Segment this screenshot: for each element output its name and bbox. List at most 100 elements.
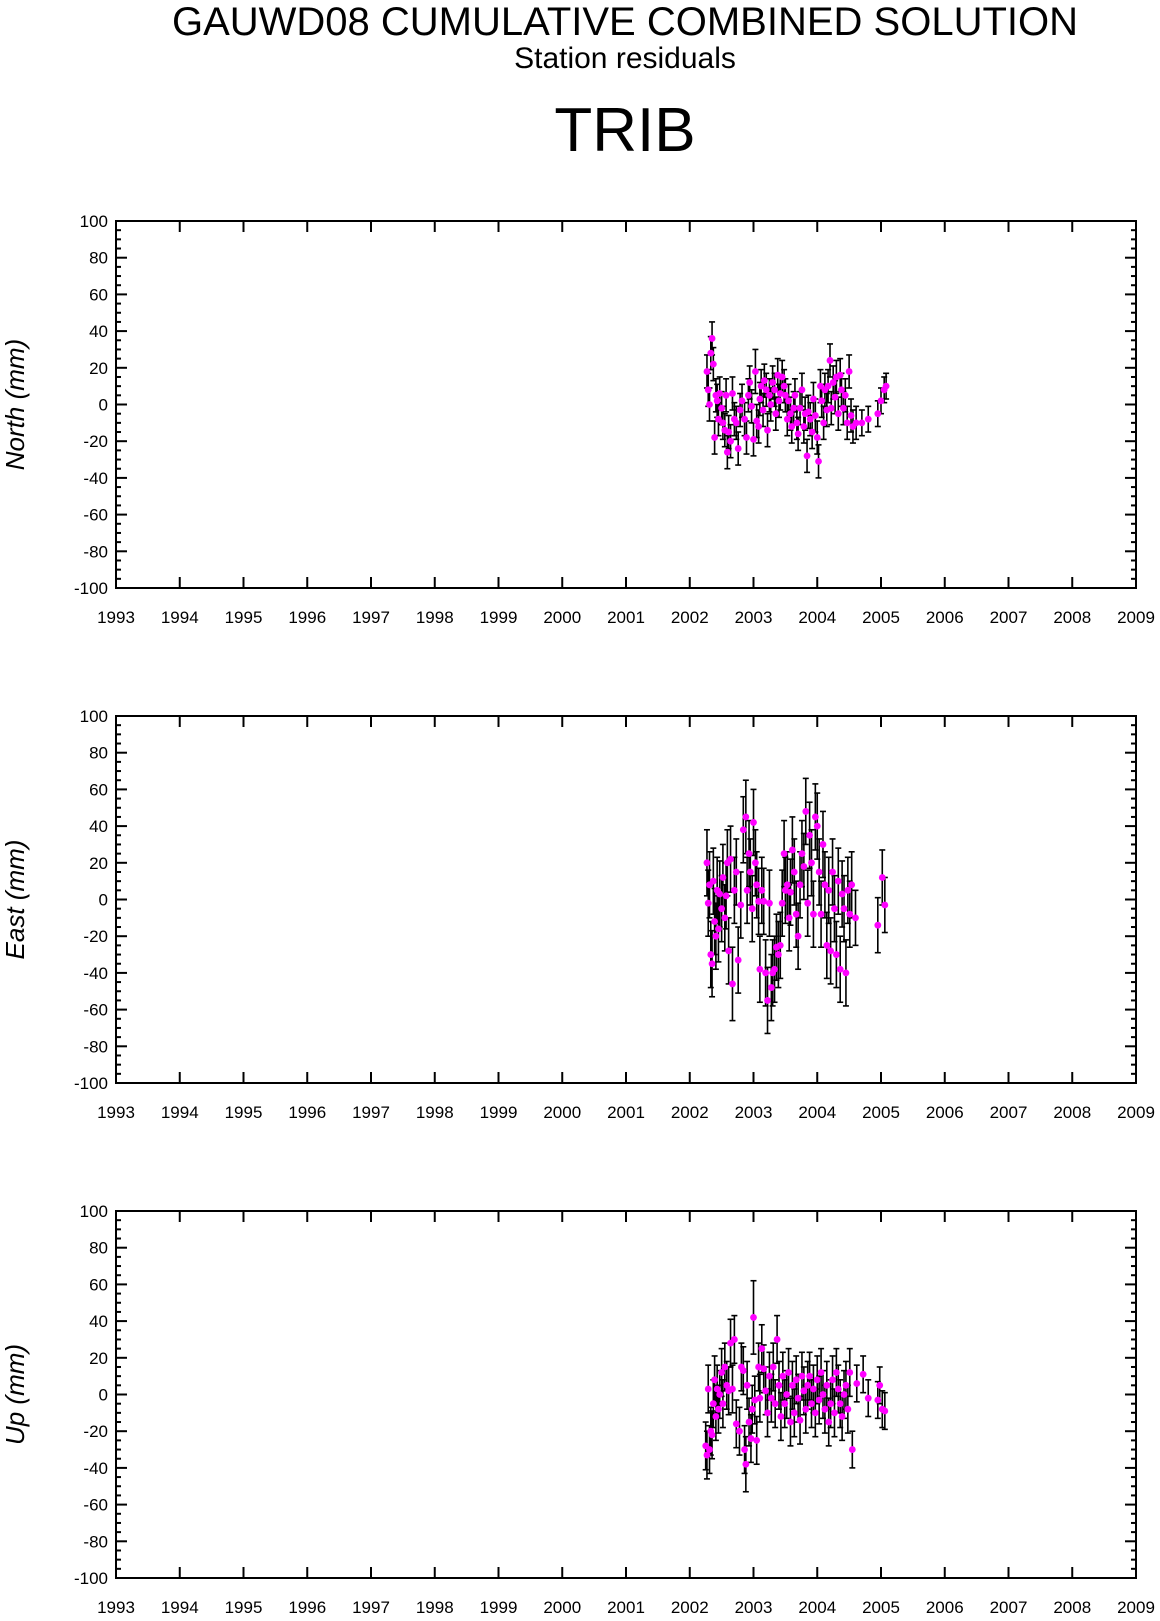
data-point [736,1427,743,1435]
data-point [836,965,844,973]
y-tick-label: 40 [89,322,108,341]
data-point [713,397,721,405]
y-axis-label: North (mm) [0,339,30,470]
data-point [718,404,726,412]
data-point [785,914,793,922]
x-tick-label: 1999 [480,1103,518,1122]
x-tick-label: 2009 [1117,1598,1155,1617]
data-point [711,918,719,925]
data-point [747,1435,755,1442]
data-point [791,391,799,399]
data-point [776,390,784,397]
x-tick-label: 2003 [735,1103,773,1122]
data-point [774,951,782,958]
x-tick-label: 1997 [352,1103,390,1122]
data-point [723,1381,731,1389]
data-point [783,881,791,889]
data-point [798,1372,806,1380]
x-tick-label: 1996 [288,608,326,627]
data-point [764,1409,771,1417]
x-tick-label: 2005 [862,1598,900,1617]
data-point [815,457,822,465]
data-point [821,1405,829,1413]
data-point [838,386,845,394]
data-point [829,379,837,386]
data-point [787,410,794,418]
x-tick-label: 2002 [671,608,709,627]
x-tick-label: 1996 [288,1103,326,1122]
data-point [794,1394,802,1402]
data-point [810,395,817,403]
plot-frame [115,220,1137,589]
data-point [796,881,804,889]
data-point [703,368,711,375]
data-point [817,910,825,918]
data-point [721,914,729,922]
data-point [777,1413,785,1420]
data-point [819,841,827,848]
data-point [764,997,771,1004]
data-point [753,881,761,889]
data-point [730,1336,738,1343]
y-tick-label: 40 [89,817,108,836]
data-point [858,419,866,427]
data-point [769,379,777,386]
data-point [832,951,840,958]
data-point [743,1381,751,1389]
data-point [788,846,796,854]
x-tick-label: 1993 [97,1598,135,1617]
data-point [808,1400,815,1408]
data-point [755,897,762,905]
data-point [713,1385,721,1393]
x-tick-label: 1997 [352,608,390,627]
x-tick-label: 1999 [480,608,518,627]
data-point [842,969,850,977]
data-point [800,423,808,430]
data-point [766,1372,773,1380]
data-point [827,404,835,412]
data-point [753,1436,761,1444]
data-point [729,1385,736,1393]
y-tick-label: -100 [74,1074,108,1093]
data-point [790,868,798,876]
data-point [771,1400,779,1408]
data-point [796,1416,804,1424]
chart-subtitle: Station residuals [514,42,736,75]
data-point [785,397,792,405]
data-point [751,1396,759,1404]
data-point [790,1409,798,1417]
data-point [780,850,788,858]
data-point [834,410,842,418]
data-point [721,1363,729,1371]
data-point [811,1409,819,1417]
data-point [775,397,783,405]
x-tick-label: 2006 [926,608,964,627]
data-point [876,1381,884,1389]
data-point [707,951,715,958]
data-point [831,1409,838,1417]
x-tick-label: 2003 [735,1598,773,1617]
panel-east: 100 80 60 40 20 0 -20 -40 -60 -80 -100 1993 1994 1995… [0,707,1155,1122]
data-point [792,1376,800,1384]
x-tick-label: 2008 [1053,1598,1091,1617]
y-tick-label: 60 [89,1275,108,1294]
data-point [732,419,740,427]
data-point [739,826,747,834]
x-tick-label: 2004 [798,608,836,627]
y-tick-label: -20 [83,927,108,946]
x-tick-label: 2005 [862,1103,900,1122]
data-point [756,395,764,403]
data-point [804,408,812,416]
y-tick-label: 100 [80,1202,108,1221]
data-point [813,434,821,441]
data-point [847,412,855,419]
y-tick-label: 0 [99,891,108,910]
plot-frame [115,715,1137,1084]
x-tick-label: 1994 [161,1598,199,1617]
x-tick-label: 2001 [607,608,645,627]
data-point [743,434,750,441]
x-tick-label: 2007 [990,1103,1028,1122]
x-tick-label: 2003 [735,608,773,627]
data-point [732,1420,740,1428]
